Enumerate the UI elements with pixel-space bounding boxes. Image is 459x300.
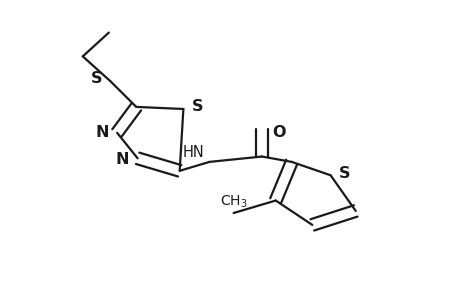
Text: N: N [95, 125, 109, 140]
Text: O: O [271, 125, 285, 140]
Text: S: S [191, 98, 203, 113]
Text: S: S [90, 71, 102, 86]
Text: N: N [116, 152, 129, 167]
Text: CH$_3$: CH$_3$ [219, 194, 247, 210]
Text: HN: HN [183, 145, 204, 160]
Text: S: S [338, 166, 350, 181]
